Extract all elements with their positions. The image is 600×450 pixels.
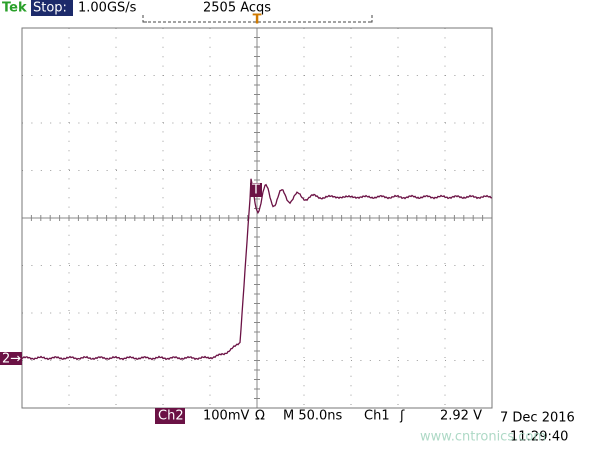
channel-box [155, 408, 185, 424]
graticule [21, 27, 493, 409]
graticule-border [21, 27, 493, 409]
sample-rate: 1.00GS/s [78, 1, 137, 16]
state-box [31, 0, 73, 16]
channel-marker: 2→ [2, 352, 21, 367]
time: 11:29:40 [510, 430, 568, 445]
trigger-level: 2.92 V [440, 409, 482, 424]
channel-marker-box [0, 352, 22, 365]
timebase: M 50.0ns [283, 409, 343, 424]
trigger-slope: ʃ [399, 409, 405, 424]
channel: Ch2 [158, 409, 184, 424]
trigger-point-box [250, 183, 262, 197]
scale: 100mV [203, 409, 249, 424]
watermark: www.cntronics.com [420, 430, 546, 445]
date: 7 Dec 2016 [500, 411, 575, 426]
trigger-point: T [251, 183, 260, 198]
trigger-source: Ch1 [364, 409, 390, 424]
waveform [21, 178, 493, 361]
run-state: Stop: [33, 1, 67, 16]
trigger-position: T [253, 13, 262, 28]
record-bracket [142, 15, 373, 23]
coupling: Ω [255, 409, 265, 424]
brand: Tek [2, 1, 27, 16]
acquisitions: 2505 Acqs [203, 1, 271, 16]
